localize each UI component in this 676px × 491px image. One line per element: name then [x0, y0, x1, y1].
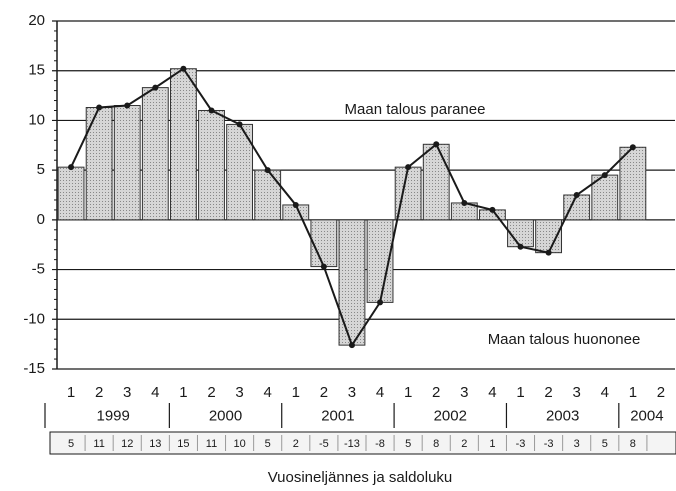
x-axis-title: Vuosineljännes ja saldoluku	[268, 469, 453, 486]
x-tick-label: 3	[235, 384, 243, 401]
year-label: 2001	[321, 407, 354, 424]
y-tick-label: 20	[28, 12, 45, 29]
line-point	[208, 107, 215, 114]
bar	[507, 219, 534, 248]
line-point	[68, 164, 75, 171]
x-tick-label: 1	[516, 384, 524, 401]
line-point	[236, 121, 243, 128]
line-point	[517, 243, 524, 250]
line-point	[461, 199, 468, 206]
value-label: 12	[121, 438, 133, 450]
value-label: 5	[405, 438, 411, 450]
y-tick-label: 10	[28, 111, 45, 128]
value-table	[49, 431, 676, 455]
value-label: -3	[516, 438, 526, 450]
annotation: Maan talous huononee	[488, 331, 641, 348]
x-tick-label: 2	[657, 384, 665, 401]
value-label: 5	[68, 438, 74, 450]
line-point	[292, 201, 299, 208]
x-tick-label: 4	[376, 384, 384, 401]
line-point	[545, 249, 552, 256]
bar	[422, 143, 450, 221]
x-tick-label: 3	[348, 384, 356, 401]
y-tick-label: 15	[28, 62, 45, 79]
line-point	[264, 167, 271, 174]
line-point	[573, 192, 580, 198]
year-label: 2002	[434, 407, 467, 424]
x-tick-label: 2	[320, 384, 328, 401]
x-tick-label: 1	[67, 384, 75, 401]
value-label: 13	[149, 438, 161, 450]
value-label: 2	[461, 438, 467, 450]
y-tick-label: -5	[32, 261, 45, 278]
x-tick-label: 4	[488, 384, 496, 401]
bar	[563, 194, 591, 221]
line-point	[180, 65, 187, 72]
line-point	[433, 141, 440, 148]
value-label: 2	[293, 438, 299, 450]
line-point	[629, 144, 636, 151]
x-tick-label: 2	[544, 384, 552, 401]
line-point	[124, 102, 131, 109]
y-tick-label: 5	[37, 161, 45, 178]
bar	[113, 105, 141, 221]
year-label: 2004	[630, 407, 663, 424]
value-label: -13	[344, 438, 360, 450]
x-tick-label: 2	[432, 384, 440, 401]
bar	[254, 169, 282, 221]
value-label: -3	[544, 438, 554, 450]
bar	[198, 109, 225, 221]
year-label: 2000	[209, 407, 242, 424]
line-point	[377, 299, 384, 306]
year-label: 2003	[546, 407, 579, 424]
line-point	[96, 104, 103, 111]
x-tick-label: 2	[95, 384, 103, 401]
value-label: 8	[630, 438, 636, 450]
y-tick-label: -15	[23, 360, 45, 377]
value-label: 5	[602, 438, 608, 450]
line-point	[405, 164, 412, 171]
line-point	[152, 84, 159, 91]
bar	[310, 219, 338, 268]
x-tick-label: 1	[629, 384, 637, 401]
value-label: -8	[375, 438, 385, 450]
value-label: 11	[93, 438, 104, 450]
x-tick-label: 3	[460, 384, 468, 401]
value-label: 10	[233, 438, 245, 450]
bar	[85, 107, 113, 221]
bar	[57, 166, 85, 221]
y-tick-label: 0	[37, 211, 45, 228]
bar	[338, 219, 366, 346]
x-tick-label: 4	[601, 384, 609, 401]
annotation: Maan talous paranee	[345, 101, 486, 118]
x-tick-label: 3	[123, 384, 131, 401]
value-label: -5	[319, 438, 329, 450]
x-tick-label: 3	[573, 384, 581, 401]
line-point	[348, 342, 355, 349]
line-point	[489, 206, 496, 213]
x-tick-label: 4	[264, 384, 272, 401]
bar	[619, 146, 647, 221]
x-tick-label: 4	[151, 384, 159, 401]
x-tick-label: 1	[404, 384, 412, 401]
bar	[169, 68, 197, 221]
value-label: 3	[574, 438, 580, 450]
value-label: 11	[206, 438, 217, 450]
x-tick-label: 2	[207, 384, 215, 401]
value-label: 5	[265, 438, 271, 450]
x-tick-label: 1	[292, 384, 300, 401]
x-tick-label: 1	[179, 384, 187, 401]
line-point	[601, 172, 608, 179]
value-label: 1	[489, 438, 495, 450]
year-label: 1999	[96, 407, 129, 424]
y-tick-label: -10	[23, 310, 45, 327]
line-point	[320, 263, 327, 270]
value-label: 8	[433, 438, 439, 450]
value-label: 15	[177, 438, 189, 450]
bar	[141, 87, 169, 221]
